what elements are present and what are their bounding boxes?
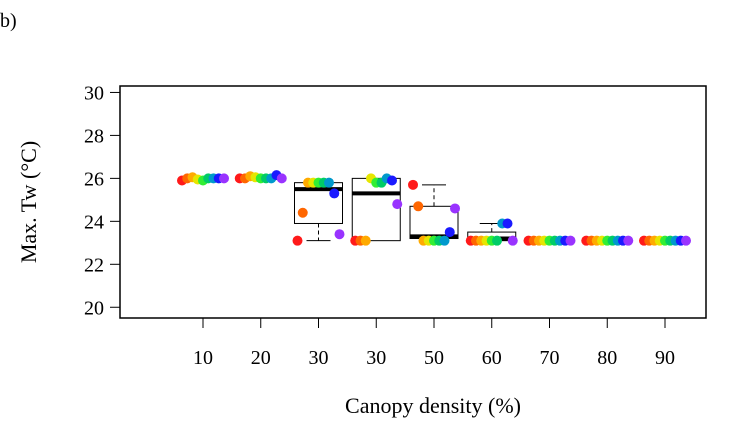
data-point — [681, 235, 691, 246]
data-point — [297, 207, 308, 218]
data-point — [565, 235, 576, 246]
data-point — [292, 235, 303, 246]
data-point — [387, 175, 397, 186]
y-axis: 20 22 24 26 28 30 — [84, 82, 121, 319]
x-tick-label: 80 — [597, 347, 617, 369]
x-tick-label: 90 — [655, 347, 675, 369]
data-point — [444, 227, 455, 238]
y-tick-label: 24 — [84, 211, 104, 233]
data-point — [502, 218, 513, 229]
x-axis: 10 20 30 30 50 60 70 80 90 — [193, 317, 675, 369]
data-point — [408, 179, 418, 190]
data-point — [439, 235, 450, 246]
x-tick-label: 30 — [366, 347, 386, 369]
data-point — [219, 173, 229, 184]
y-tick-label: 28 — [84, 125, 104, 147]
data-points — [177, 170, 691, 246]
data-point — [360, 235, 371, 246]
plot-frame — [119, 85, 707, 319]
data-point — [392, 199, 403, 210]
x-tick-label: 30 — [309, 347, 329, 369]
x-tick-label: 20 — [251, 347, 271, 369]
box — [351, 177, 401, 242]
x-tick-label: 50 — [424, 347, 444, 369]
y-axis-label: Max. Tw (°C) — [16, 141, 41, 263]
data-point — [334, 229, 345, 240]
x-tick-label: 60 — [482, 347, 502, 369]
data-point — [413, 201, 424, 212]
data-point — [623, 235, 634, 246]
data-point — [276, 173, 287, 184]
data-point — [329, 188, 340, 199]
y-tick-label: 22 — [84, 254, 104, 276]
boxplot — [351, 177, 401, 242]
x-tick-label: 70 — [540, 347, 560, 369]
data-point — [324, 177, 334, 188]
y-tick-label: 20 — [84, 297, 104, 319]
boxplots — [294, 177, 517, 242]
y-tick-label: 26 — [84, 168, 104, 190]
y-tick-label: 30 — [84, 82, 104, 104]
x-tick-label: 10 — [193, 347, 213, 369]
panel-label: b) — [0, 10, 17, 32]
x-axis-label: Canopy density (%) — [345, 393, 521, 418]
data-point — [492, 235, 502, 246]
data-point — [507, 235, 518, 246]
data-point — [450, 203, 460, 214]
